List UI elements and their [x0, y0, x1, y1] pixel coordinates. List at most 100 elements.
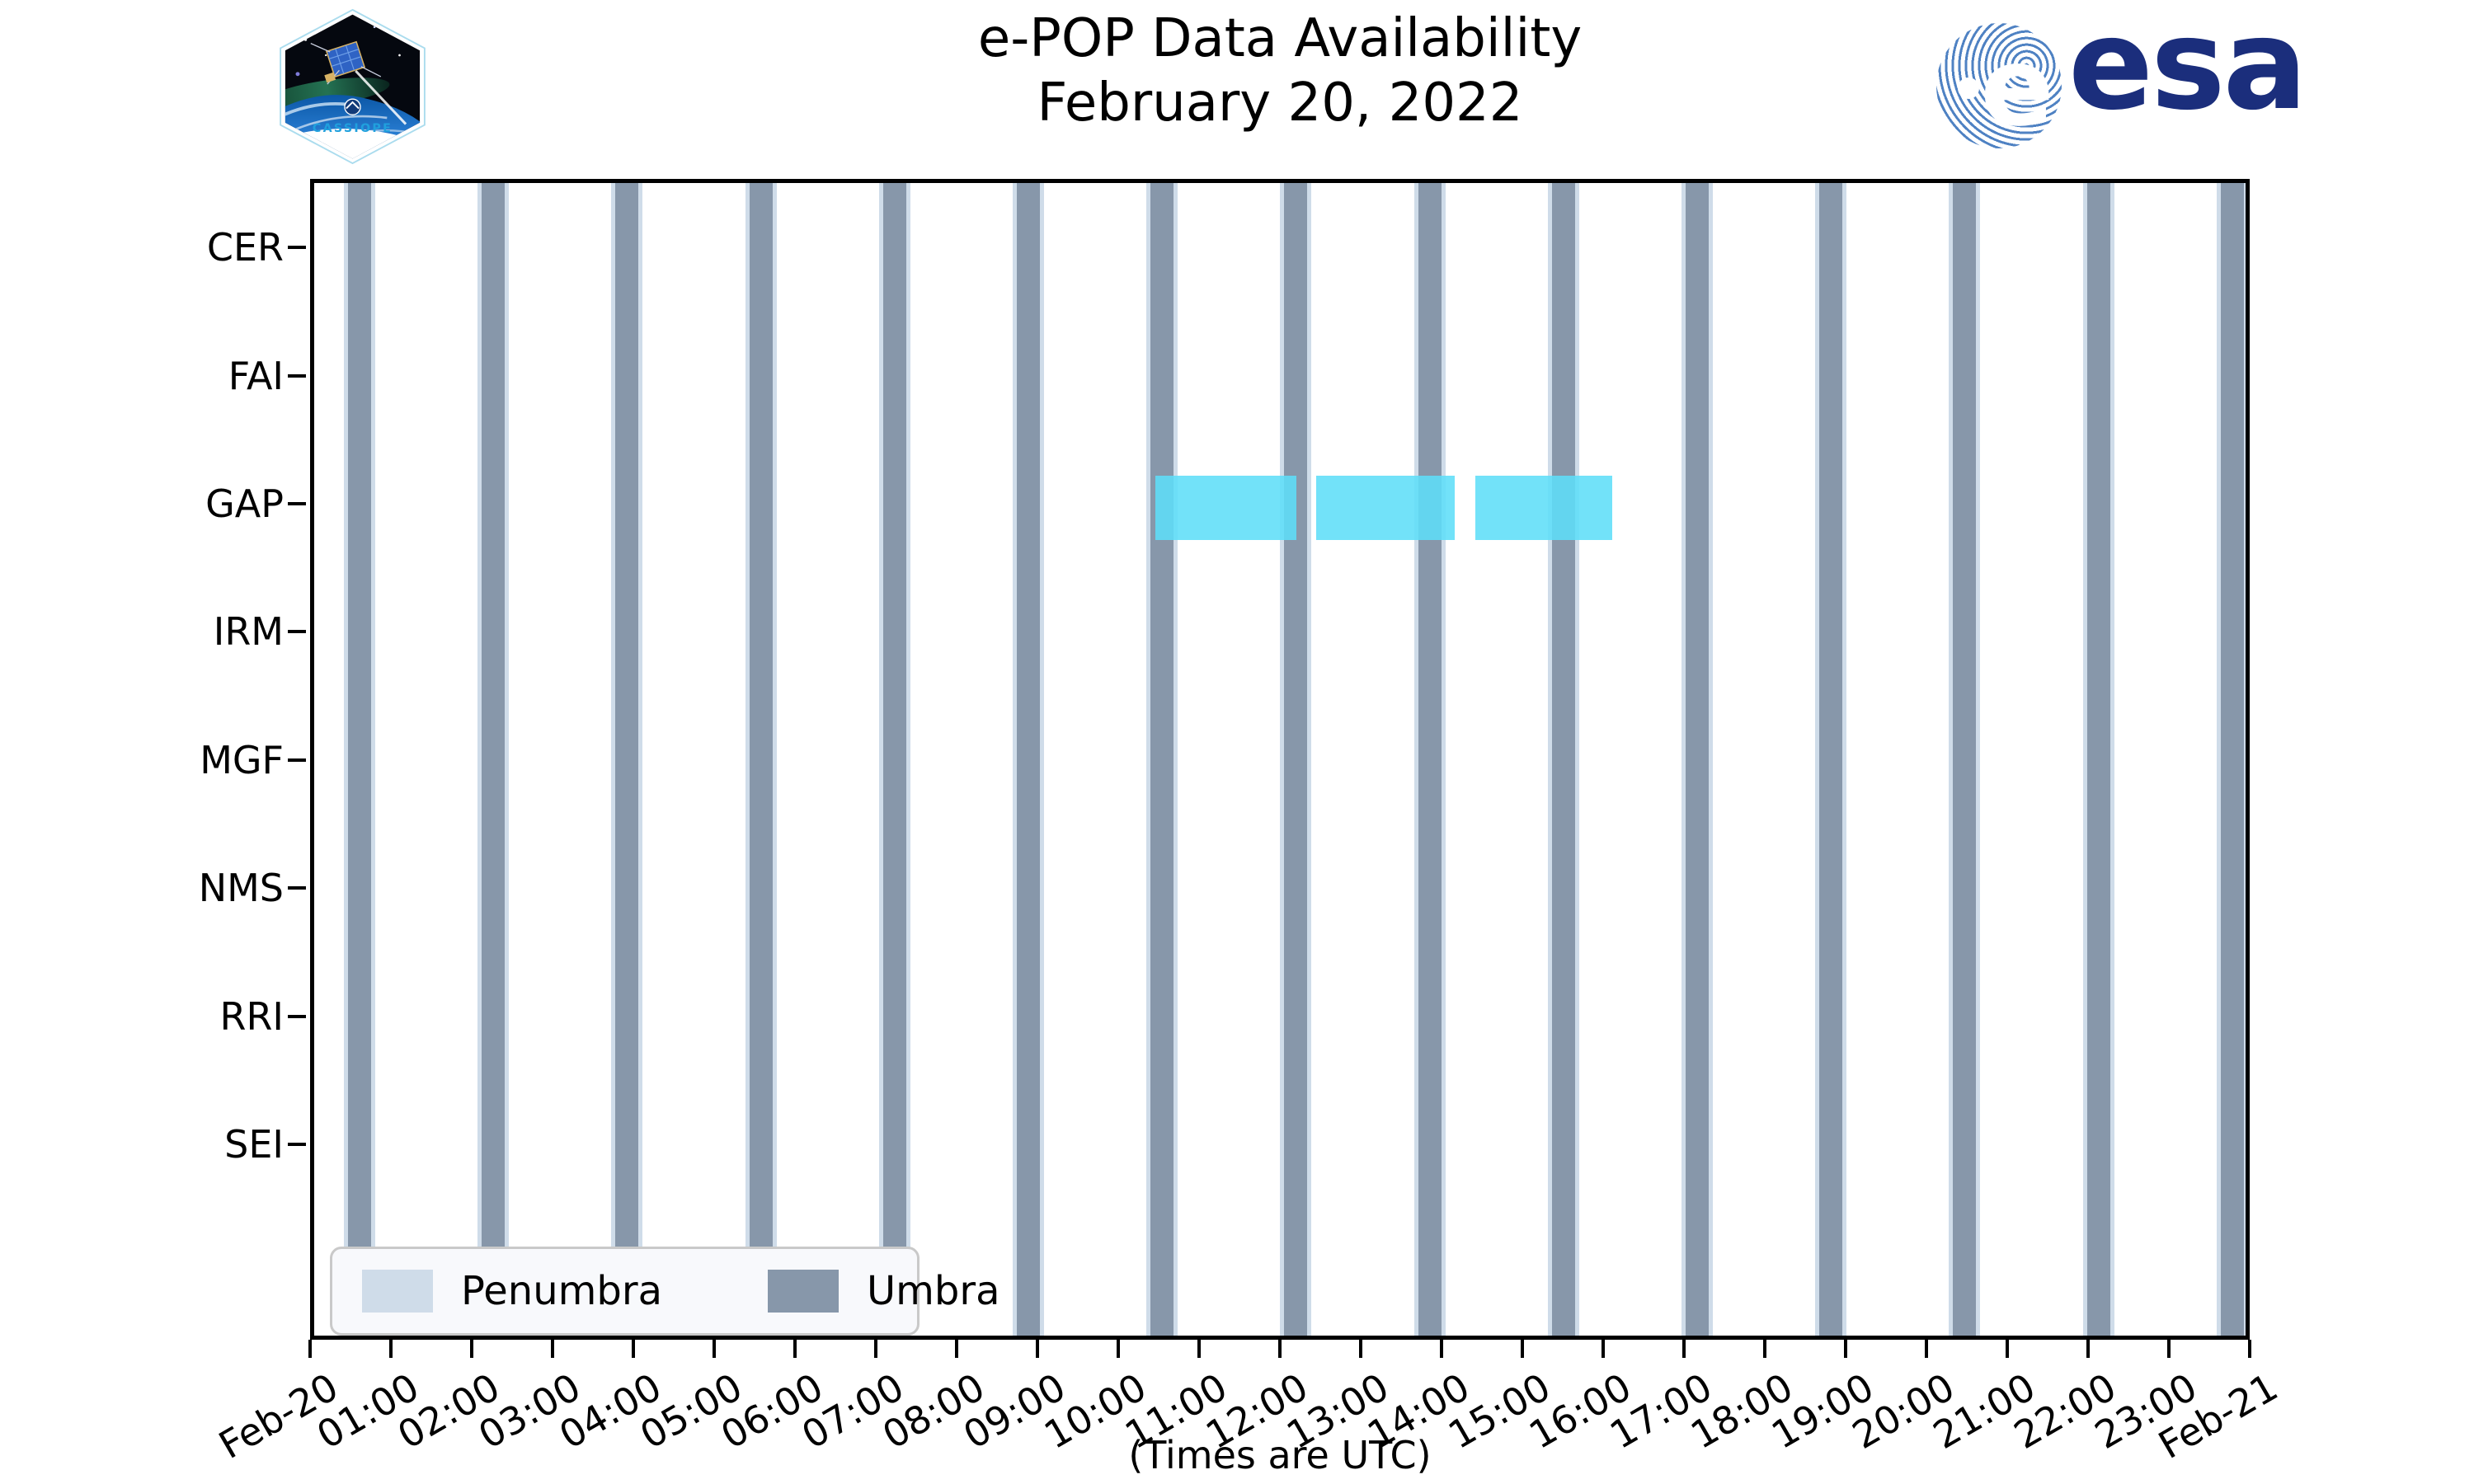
- legend-item-penumbra: Penumbra: [362, 1268, 662, 1314]
- chart-title: e-POP Data Availability February 20, 202…: [310, 7, 2250, 135]
- umbra-band: [749, 183, 774, 1336]
- x-tick: [2248, 1340, 2251, 1358]
- y-tick-nms: [288, 886, 306, 890]
- row-label-sei: SEI: [224, 1122, 284, 1167]
- legend-swatch-umbra: [767, 1270, 839, 1313]
- x-tick: [1117, 1340, 1120, 1358]
- x-tick: [2167, 1340, 2171, 1358]
- penumbra-band: [879, 183, 883, 1336]
- row-label-cer: CER: [206, 225, 284, 270]
- y-tick-gap: [288, 501, 306, 505]
- penumbra-band: [2244, 183, 2246, 1336]
- penumbra-band: [1948, 183, 1953, 1336]
- umbra-band: [347, 183, 372, 1336]
- x-tick: [1036, 1340, 1039, 1358]
- x-tick: [551, 1340, 554, 1358]
- penumbra-band: [2082, 183, 2087, 1336]
- penumbra-band: [611, 183, 615, 1336]
- penumbra-band: [1146, 183, 1150, 1336]
- x-tick: [793, 1340, 797, 1358]
- x-tick: [308, 1340, 312, 1358]
- availability-bar-gap: [1155, 475, 1296, 540]
- umbra-band: [1016, 183, 1041, 1336]
- umbra-band: [1818, 183, 1843, 1336]
- x-tick: [470, 1340, 473, 1358]
- availability-bar-gap: [1475, 475, 1613, 540]
- umbra-band: [1685, 183, 1710, 1336]
- x-tick: [389, 1340, 393, 1358]
- x-tick: [874, 1340, 877, 1358]
- x-tick: [1925, 1340, 1928, 1358]
- penumbra-band: [1547, 183, 1552, 1336]
- penumbra-band: [638, 183, 643, 1336]
- penumbra-band: [1413, 183, 1418, 1336]
- umbra-band: [1551, 183, 1576, 1336]
- x-tick: [1602, 1340, 1605, 1358]
- chart-title-line1: e-POP Data Availability: [977, 8, 1583, 69]
- penumbra-band: [1709, 183, 1713, 1336]
- availability-bar-gap: [1315, 475, 1455, 540]
- x-tick: [632, 1340, 635, 1358]
- row-label-rri: RRI: [219, 993, 285, 1039]
- y-tick-fai: [288, 373, 306, 378]
- umbra-band: [1283, 183, 1308, 1336]
- penumbra-band: [1174, 183, 1178, 1336]
- y-tick-rri: [288, 1014, 306, 1018]
- esa-logo: e esa: [1930, 0, 2317, 155]
- x-tick: [2006, 1340, 2009, 1358]
- penumbra-band: [505, 183, 510, 1336]
- penumbra-band: [344, 183, 348, 1336]
- row-label-gap: GAP: [205, 481, 284, 526]
- legend-swatch-penumbra: [362, 1270, 433, 1313]
- penumbra-band: [1814, 183, 1819, 1336]
- x-tick: [1763, 1340, 1766, 1358]
- y-tick-cer: [288, 246, 306, 250]
- umbra-band: [1150, 183, 1174, 1336]
- x-tick: [1844, 1340, 1847, 1358]
- y-tick-mgf: [288, 758, 306, 762]
- x-tick: [955, 1340, 958, 1358]
- umbra-band: [1952, 183, 1977, 1336]
- penumbra-band: [2110, 183, 2114, 1336]
- penumbra-band: [1681, 183, 1686, 1336]
- umbra-band: [481, 183, 506, 1336]
- penumbra-band: [1013, 183, 1017, 1336]
- legend-item-umbra: Umbra: [767, 1268, 1000, 1314]
- penumbra-band: [773, 183, 778, 1336]
- x-tick: [1521, 1340, 1524, 1358]
- legend-label-penumbra: Penumbra: [461, 1268, 662, 1314]
- esa-wordmark: esa: [2068, 0, 2307, 138]
- availability-chart: Penumbra Umbra: [310, 179, 2250, 1340]
- cassiope-patch-icon: CASSIOPE: [280, 8, 426, 165]
- umbra-band: [882, 183, 907, 1336]
- x-axis-caption: (Times are UTC): [1128, 1433, 1432, 1477]
- penumbra-band: [1442, 183, 1446, 1336]
- chart-title-line2: February 20, 2022: [1037, 73, 1523, 134]
- legend-label-umbra: Umbra: [866, 1268, 1000, 1314]
- y-tick-sei: [288, 1143, 306, 1147]
- x-tick: [1197, 1340, 1201, 1358]
- row-label-nms: NMS: [198, 866, 284, 911]
- penumbra-band: [1976, 183, 1980, 1336]
- row-label-irm: IRM: [213, 609, 284, 655]
- penumbra-band: [906, 183, 911, 1336]
- penumbra-band: [1307, 183, 1312, 1336]
- penumbra-band: [1040, 183, 1045, 1336]
- cassiope-mission-patch: CASSIOPE: [272, 8, 433, 165]
- umbra-band: [1418, 183, 1442, 1336]
- cassiope-patch-label: CASSIOPE: [313, 122, 393, 135]
- penumbra-band: [2216, 183, 2221, 1336]
- umbra-band: [614, 183, 639, 1336]
- esa-globe-icon: e: [1936, 23, 2062, 148]
- x-tick: [713, 1340, 716, 1358]
- y-tick-irm: [288, 630, 306, 634]
- row-label-fai: FAI: [228, 353, 284, 398]
- penumbra-band: [477, 183, 482, 1336]
- penumbra-band: [1842, 183, 1846, 1336]
- row-label-mgf: MGF: [200, 737, 284, 782]
- x-tick: [1440, 1340, 1443, 1358]
- umbra-band: [2086, 183, 2111, 1336]
- x-tick: [1278, 1340, 1282, 1358]
- penumbra-band: [1575, 183, 1579, 1336]
